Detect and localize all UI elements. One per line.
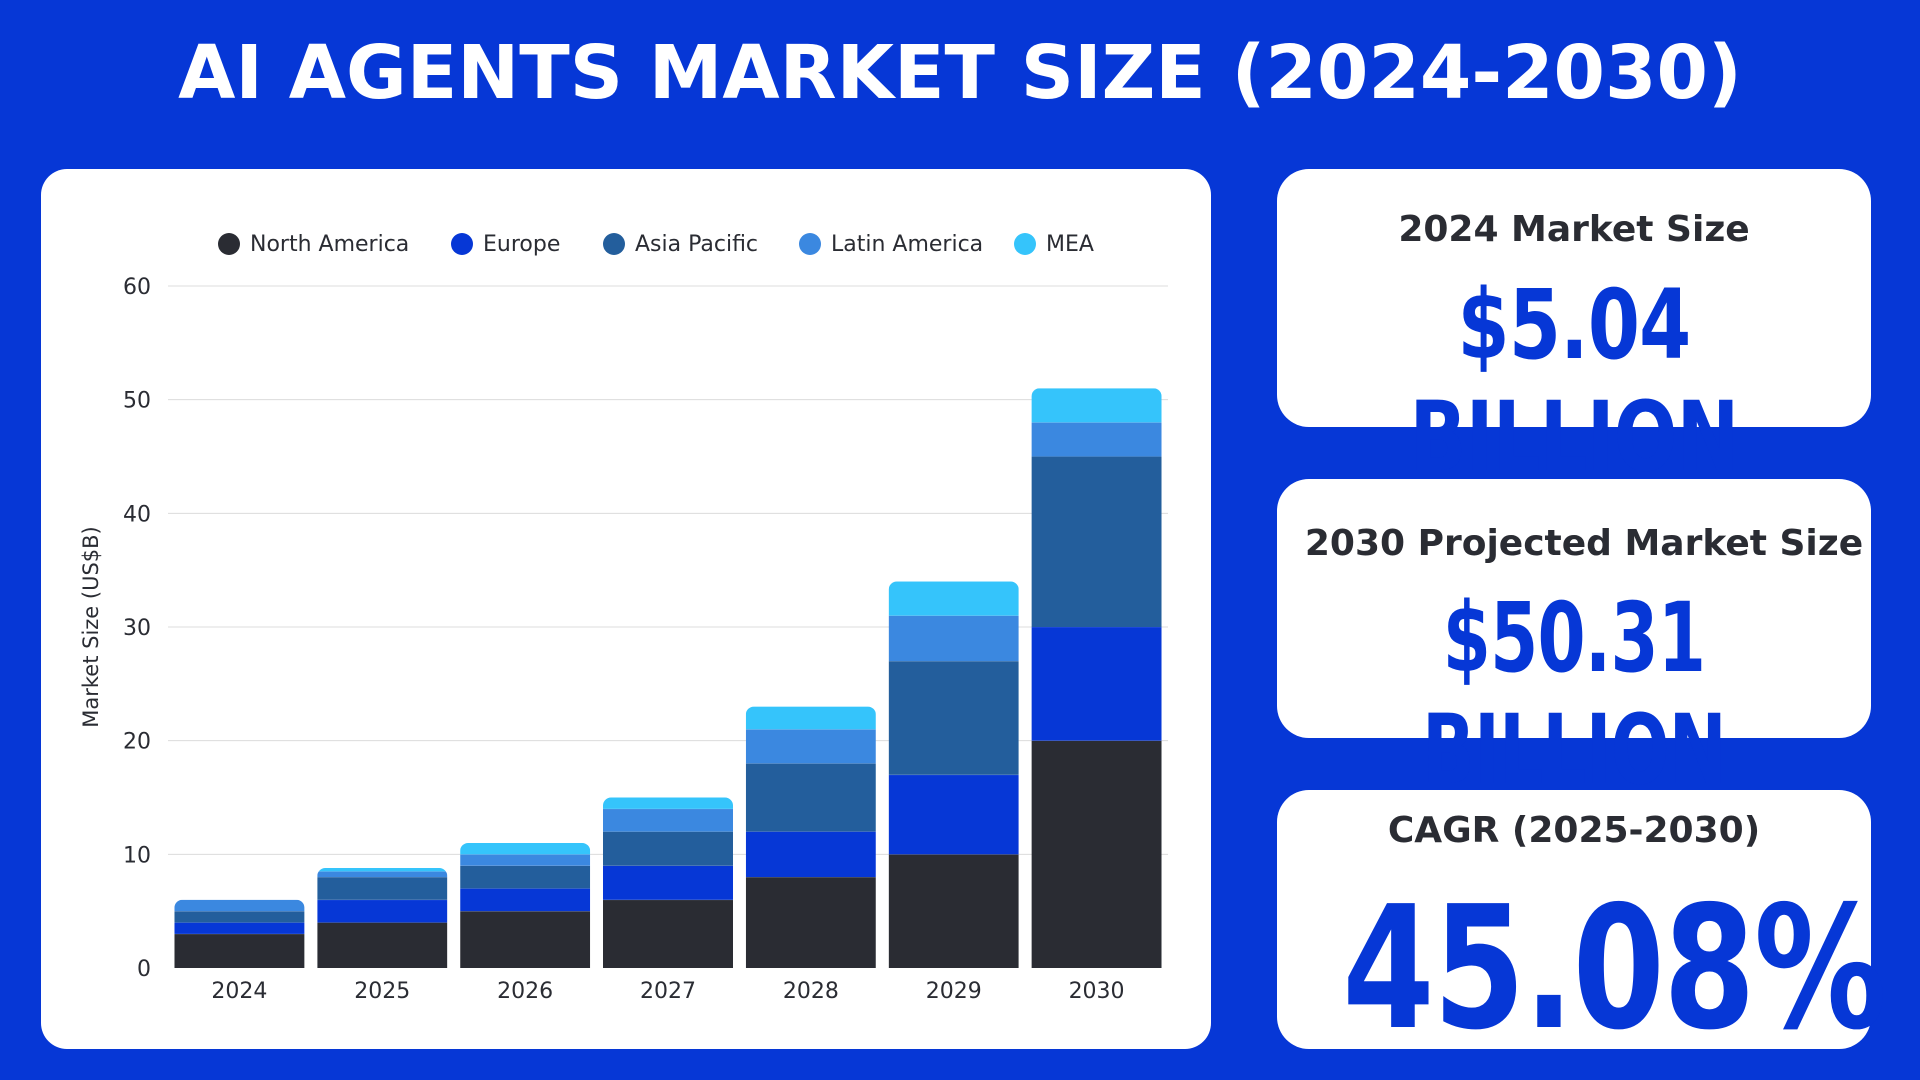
bar-segment — [460, 854, 591, 866]
market-2024-card: 2024 Market Size $5.04 BILLION — [1277, 169, 1871, 493]
bar-segment — [745, 831, 876, 878]
bar-segment — [603, 865, 733, 900]
bar-segment — [317, 899, 448, 923]
bar-segment — [888, 661, 1019, 775]
bar-segment — [460, 911, 591, 968]
cagr-card: CAGR (2025-2030) 45.08% — [1277, 790, 1887, 1068]
bar-segment — [888, 774, 1019, 855]
bar-segment — [745, 877, 876, 968]
bar-segment — [1031, 388, 1162, 423]
y-tick-label: 20 — [123, 730, 151, 755]
bar-segment — [317, 867, 448, 872]
bar-segment — [603, 797, 733, 809]
market-2030-label: 2030 Projected Market Size — [1304, 523, 1864, 564]
bar-segment — [888, 615, 1019, 662]
y-tick-label: 40 — [123, 502, 151, 527]
legend-swatch — [799, 233, 821, 255]
y-axis-title: Market Size (US$B) — [79, 526, 103, 728]
bar-segment — [888, 854, 1019, 968]
bar-segment — [1031, 456, 1162, 627]
cagr-label: CAGR (2025-2030) — [1387, 810, 1761, 851]
bar-segment — [174, 899, 305, 912]
chart-card: 0 10 20 30 40 50 60 Market Size (US$B) 2024 2025 2… — [41, 169, 1211, 1049]
y-tick-label: 10 — [123, 843, 151, 868]
bar-segment — [888, 581, 1019, 616]
legend-swatch — [1014, 233, 1036, 255]
legend-swatch — [603, 233, 625, 255]
x-tick-label: 2030 — [1069, 979, 1125, 1004]
bar-segment — [460, 865, 591, 889]
bar-segment — [317, 922, 448, 968]
market-2030-card: 2030 Projected Market Size $50.31 BILLIO… — [1277, 479, 1871, 806]
market-2024-value: $5.04 BILLION — [1409, 269, 1739, 493]
legend-swatch — [218, 233, 240, 255]
market-2030-value: $50.31 BILLION — [1422, 582, 1726, 806]
bar-segment — [460, 888, 591, 912]
bar-segment — [317, 871, 448, 878]
y-tick-label: 50 — [123, 389, 151, 414]
x-tick-label: 2029 — [926, 979, 982, 1004]
bar-segment — [745, 729, 876, 764]
bar-segment — [317, 877, 448, 900]
bar-segment — [460, 842, 591, 855]
legend-label: Latin America — [831, 232, 983, 257]
bar-segment — [603, 808, 733, 832]
market-2024-label: 2024 Market Size — [1398, 209, 1750, 250]
legend-label: Asia Pacific — [635, 232, 758, 257]
x-tick-label: 2028 — [783, 979, 839, 1004]
bar-segment — [1031, 740, 1162, 968]
y-tick-label: 60 — [123, 275, 151, 300]
y-tick-label: 30 — [123, 616, 151, 641]
bar-segment — [745, 706, 876, 730]
x-tick-label: 2024 — [211, 979, 267, 1004]
x-tick-label: 2027 — [640, 979, 696, 1004]
legend-label: Europe — [483, 232, 560, 257]
legend-swatch — [451, 233, 473, 255]
bar-segment — [174, 911, 305, 923]
bar-segment — [1031, 422, 1162, 457]
y-tick-label: 0 — [137, 957, 151, 982]
bar-segment — [1031, 627, 1162, 741]
legend-label: North America — [250, 232, 409, 257]
bar-segment — [174, 933, 305, 968]
bar-segment — [603, 831, 733, 866]
bar-segment — [174, 922, 305, 934]
bar-segment — [603, 899, 733, 968]
page-title: AI AGENTS MARKET SIZE (2024-2030) — [178, 30, 1742, 116]
x-tick-label: 2025 — [354, 979, 410, 1004]
bar-segment — [745, 763, 876, 832]
cagr-value: 45.08% — [1342, 870, 1886, 1068]
x-tick-label: 2026 — [497, 979, 553, 1004]
legend-label: MEA — [1046, 232, 1094, 257]
